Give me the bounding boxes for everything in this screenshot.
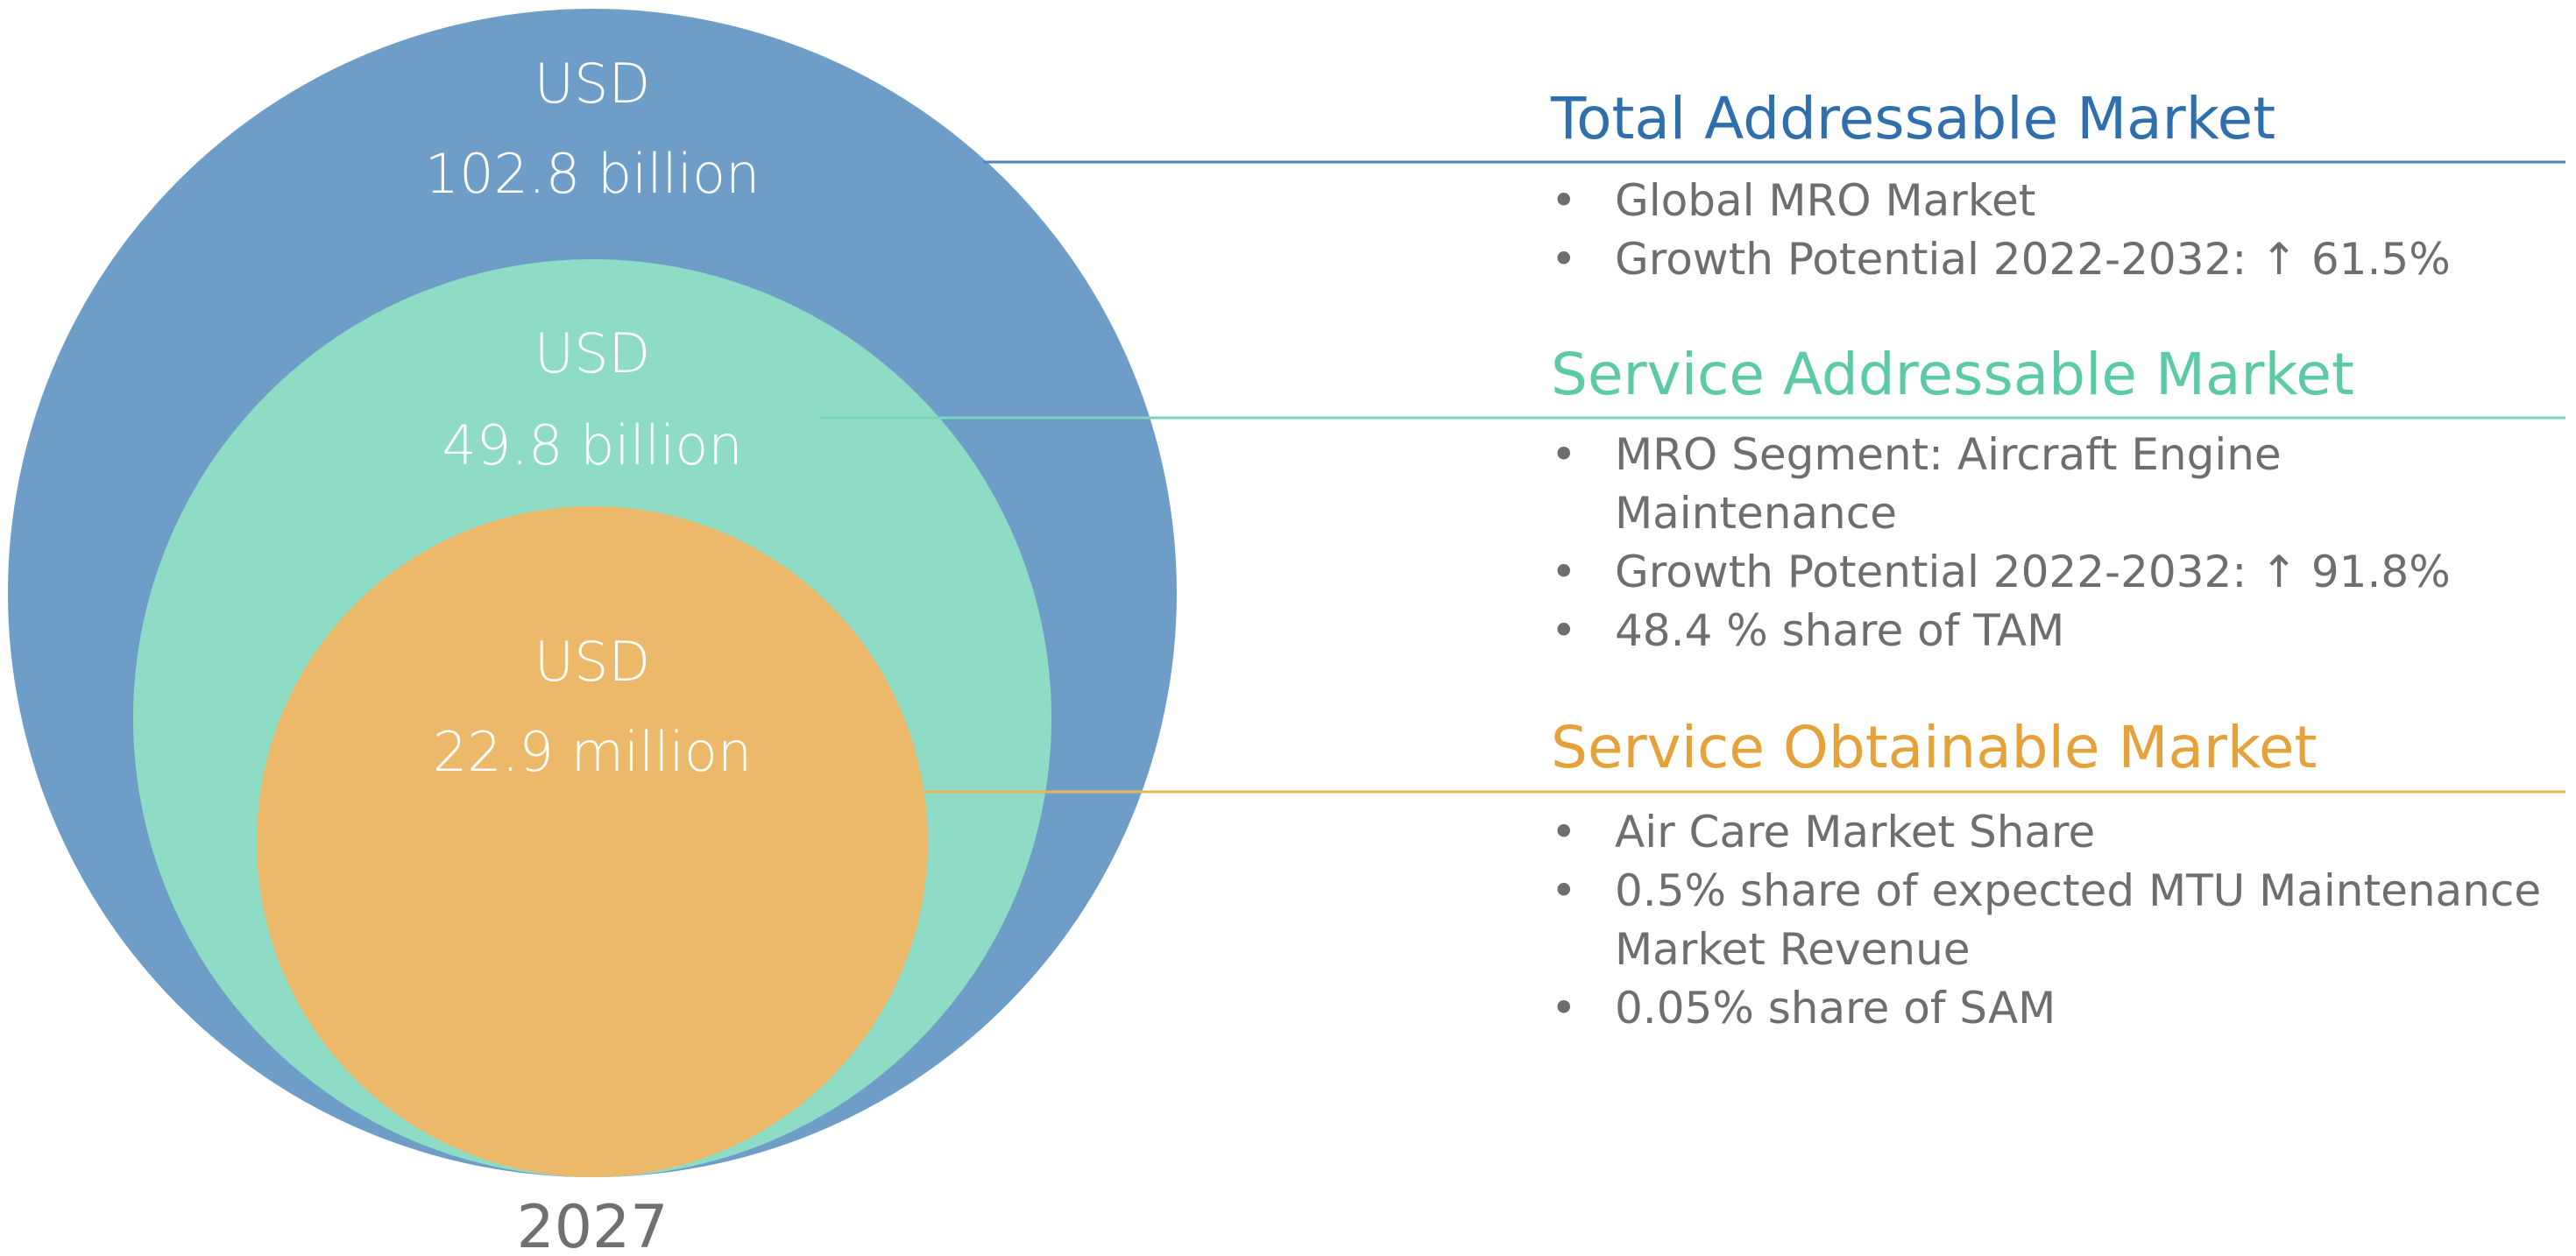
som-bullet-list: • Air Care Market Share • 0.5% share of exp… bbox=[1551, 807, 2541, 1034]
tam-circle-label-line1: USD bbox=[534, 52, 650, 116]
som-bullet-text: 0.05% share of SAM bbox=[1615, 983, 2056, 1034]
som-circle-label-line1: USD bbox=[534, 630, 650, 694]
sam-heading: Service Addressable Market bbox=[1551, 341, 2354, 408]
year-label: 2027 bbox=[516, 1193, 668, 1256]
sam-circle-label-line2: 49.8 billion bbox=[442, 413, 742, 477]
sam-bullet-marker: • bbox=[1551, 429, 1577, 480]
tam-bullet-marker: • bbox=[1551, 175, 1577, 226]
tam-bullet-text: Growth Potential 2022-2032: ↑ 61.5% bbox=[1615, 234, 2451, 285]
sam-bullet-list: • MRO Segment: Aircraft Engine Maintenance… bbox=[1551, 429, 2451, 656]
som-bullet-text: Air Care Market Share bbox=[1615, 807, 2095, 857]
som-bullet-marker: • bbox=[1551, 983, 1577, 1034]
sam-circle-label-line1: USD bbox=[534, 321, 650, 385]
tam-bullet-list: • Global MRO Market • Growth Potential 2022… bbox=[1551, 175, 2451, 285]
tam-bullet-marker: • bbox=[1551, 234, 1577, 285]
som-circle bbox=[257, 506, 928, 1177]
sam-bullet-text: Maintenance bbox=[1615, 488, 1897, 539]
sam-bullet-text: 48.4 % share of TAM bbox=[1615, 605, 2064, 656]
som-bullet-text: Market Revenue bbox=[1615, 924, 1971, 975]
sam-bullet-text: Growth Potential 2022-2032: ↑ 91.8% bbox=[1615, 547, 2451, 597]
tam-circle-label-line2: 102.8 billion bbox=[425, 142, 761, 206]
tam-heading: Total Addressable Market bbox=[1550, 85, 2275, 152]
som-heading: Service Obtainable Market bbox=[1551, 714, 2317, 781]
sam-bullet-text: MRO Segment: Aircraft Engine bbox=[1615, 429, 2282, 480]
sam-bullet-marker: • bbox=[1551, 547, 1577, 597]
som-bullet-marker: • bbox=[1551, 865, 1577, 916]
som-circle-label-line2: 22.9 million bbox=[433, 720, 752, 784]
som-bullet-text: 0.5% share of expected MTU Maintenance bbox=[1615, 865, 2541, 916]
tam-bullet-text: Global MRO Market bbox=[1615, 175, 2035, 226]
sam-bullet-marker: • bbox=[1551, 605, 1577, 656]
som-bullet-marker: • bbox=[1551, 807, 1577, 857]
